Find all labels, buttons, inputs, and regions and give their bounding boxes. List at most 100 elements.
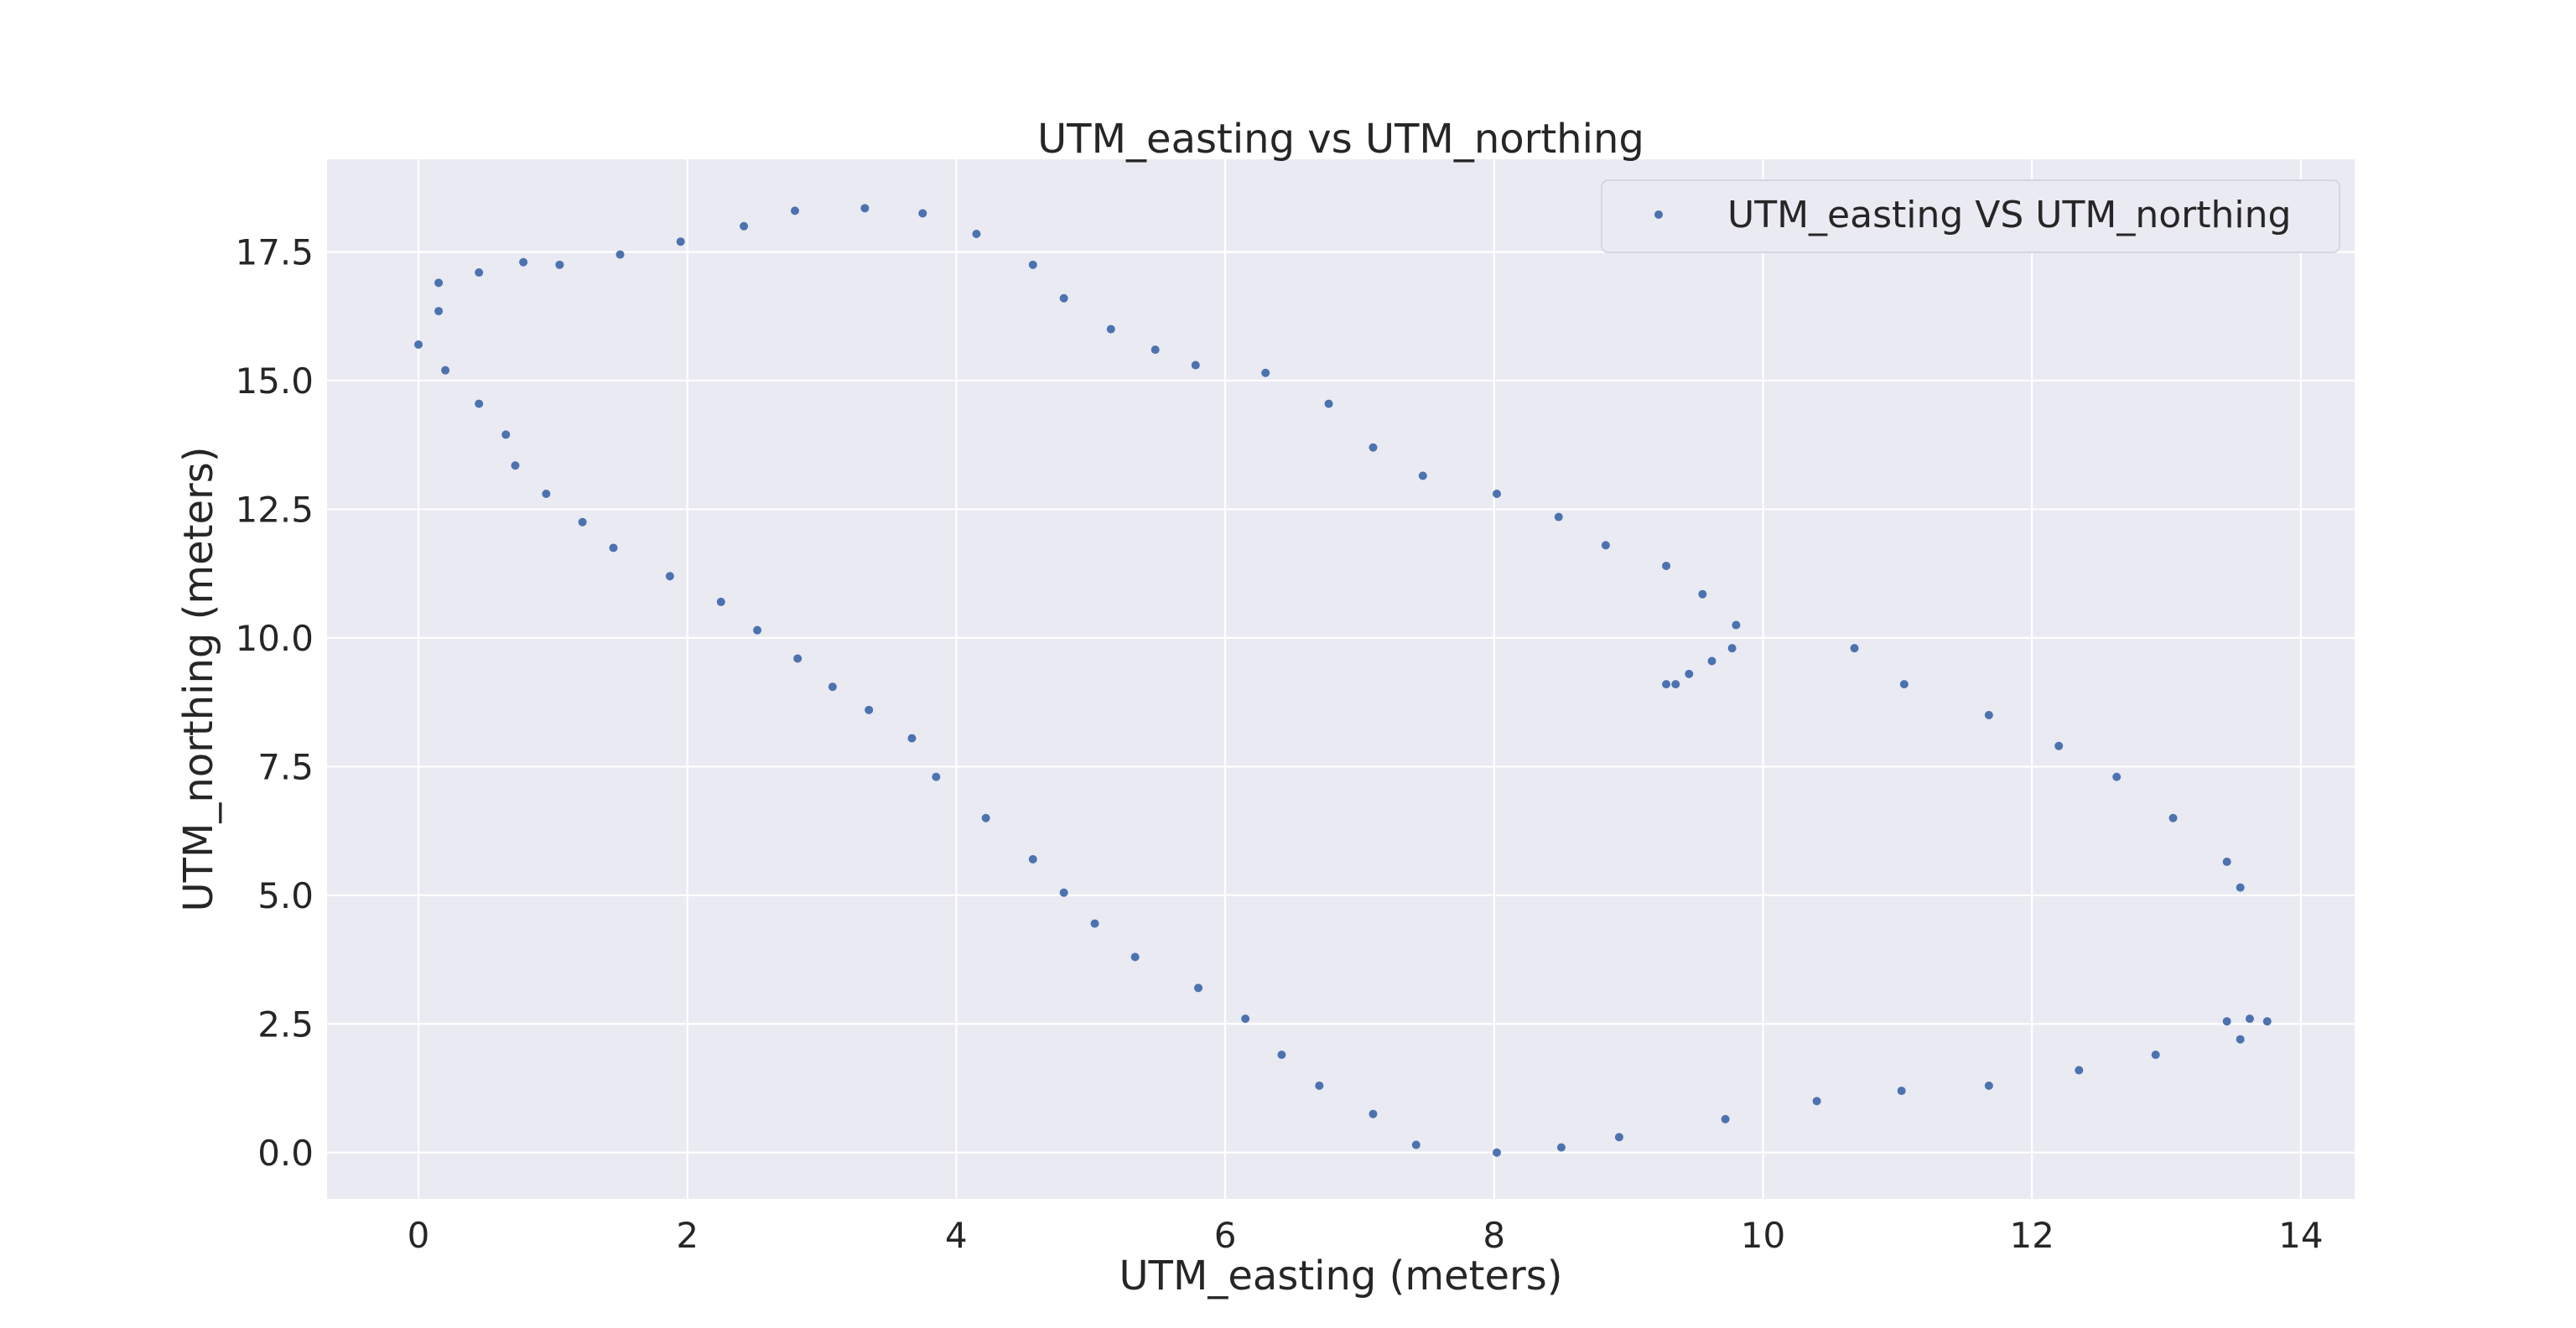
data-point bbox=[2222, 857, 2231, 866]
data-point bbox=[1984, 1081, 1993, 1090]
data-point bbox=[793, 654, 802, 663]
x-tick-label: 6 bbox=[1214, 1215, 1237, 1256]
data-point bbox=[1090, 919, 1099, 928]
data-point bbox=[414, 340, 423, 349]
data-point bbox=[1614, 1133, 1623, 1142]
data-point bbox=[1106, 324, 1115, 334]
data-point bbox=[1698, 589, 1707, 599]
plot-area bbox=[327, 159, 2355, 1199]
data-point bbox=[434, 278, 444, 288]
data-point bbox=[2245, 1014, 2254, 1024]
data-point bbox=[1671, 680, 1680, 689]
data-point bbox=[1194, 983, 1203, 993]
data-point bbox=[1059, 888, 1068, 897]
data-point bbox=[2112, 772, 2122, 781]
data-point bbox=[1028, 260, 1037, 269]
data-point bbox=[441, 366, 450, 375]
data-point bbox=[828, 682, 837, 692]
data-points bbox=[414, 204, 2272, 1157]
data-point bbox=[2236, 1035, 2245, 1044]
data-point bbox=[542, 490, 551, 499]
legend-marker bbox=[1654, 210, 1663, 219]
data-point bbox=[2222, 1017, 2231, 1026]
data-point bbox=[578, 517, 587, 527]
y-axis-label: UTM_northing (meters) bbox=[175, 447, 222, 912]
data-point bbox=[981, 813, 990, 822]
data-point bbox=[716, 597, 725, 606]
data-point bbox=[1727, 644, 1737, 653]
y-axis-ticks: 0.0 2.5 5.0 7.5 10.0 12.5 15.0 17.5 bbox=[235, 231, 314, 1173]
data-point bbox=[1315, 1081, 1324, 1090]
data-point bbox=[1418, 471, 1427, 480]
x-tick-label: 8 bbox=[1483, 1215, 1505, 1256]
y-tick-label: 15.0 bbox=[235, 361, 314, 402]
data-point bbox=[791, 206, 799, 215]
data-point bbox=[511, 461, 520, 470]
legend: UTM_easting VS UTM_northing bbox=[1601, 179, 2340, 253]
y-tick-label: 5.0 bbox=[257, 875, 314, 916]
data-point bbox=[1191, 361, 1200, 370]
x-tick-label: 14 bbox=[2278, 1215, 2323, 1256]
data-point bbox=[1850, 644, 1859, 653]
data-point bbox=[475, 399, 484, 408]
data-point bbox=[1685, 669, 1694, 678]
data-point bbox=[1812, 1097, 1821, 1106]
x-tick-label: 10 bbox=[1741, 1215, 1785, 1256]
data-point bbox=[1368, 443, 1378, 452]
data-point bbox=[1277, 1050, 1286, 1060]
x-tick-label: 4 bbox=[945, 1215, 968, 1256]
data-point bbox=[615, 250, 625, 259]
data-point bbox=[2236, 883, 2245, 892]
data-point bbox=[2262, 1017, 2272, 1026]
data-point bbox=[1707, 656, 1716, 666]
data-point bbox=[609, 543, 618, 552]
data-point bbox=[753, 625, 762, 635]
data-point bbox=[475, 268, 484, 278]
data-point bbox=[1493, 1148, 1501, 1157]
grid bbox=[327, 159, 2355, 1199]
data-point bbox=[860, 204, 870, 213]
data-point bbox=[1059, 293, 1068, 303]
data-point bbox=[676, 237, 685, 246]
data-point bbox=[501, 430, 511, 439]
data-point bbox=[932, 772, 941, 781]
y-tick-label: 10.0 bbox=[235, 618, 314, 659]
data-point bbox=[1556, 1143, 1566, 1152]
data-point bbox=[1897, 1087, 1906, 1096]
data-point bbox=[2054, 741, 2064, 750]
x-axis-label: UTM_easting (meters) bbox=[1119, 1253, 1563, 1299]
data-point bbox=[665, 572, 674, 581]
x-axis-ticks: 0 2 4 6 8 10 12 14 bbox=[408, 1215, 2324, 1256]
y-tick-label: 17.5 bbox=[235, 231, 314, 272]
data-point bbox=[1899, 680, 1909, 689]
legend-frame bbox=[1601, 179, 2340, 253]
y-tick-label: 12.5 bbox=[235, 489, 314, 530]
data-point bbox=[1241, 1014, 1250, 1024]
data-point bbox=[519, 257, 528, 267]
data-point bbox=[918, 209, 927, 218]
y-tick-label: 2.5 bbox=[257, 1004, 314, 1045]
data-point bbox=[1984, 710, 1993, 719]
data-point bbox=[1493, 490, 1501, 499]
data-point bbox=[1411, 1140, 1420, 1149]
data-point bbox=[1130, 952, 1140, 962]
legend-label: UTM_easting VS UTM_northing bbox=[1727, 194, 2291, 236]
data-point bbox=[740, 221, 749, 231]
data-point bbox=[2151, 1050, 2160, 1060]
data-point bbox=[1554, 512, 1563, 521]
y-tick-label: 7.5 bbox=[257, 746, 314, 787]
data-point bbox=[1662, 680, 1671, 689]
data-point bbox=[972, 230, 981, 239]
data-point bbox=[2168, 813, 2178, 822]
data-point bbox=[1324, 399, 1333, 408]
x-tick-label: 12 bbox=[2009, 1215, 2054, 1256]
data-point bbox=[555, 260, 564, 269]
data-point bbox=[1150, 345, 1160, 355]
data-point bbox=[1601, 541, 1610, 550]
data-point bbox=[907, 734, 917, 743]
data-point bbox=[865, 705, 874, 714]
data-point bbox=[1721, 1114, 1730, 1123]
chart-title: UTM_easting vs UTM_northing bbox=[1037, 116, 1644, 163]
data-point bbox=[1261, 368, 1270, 377]
